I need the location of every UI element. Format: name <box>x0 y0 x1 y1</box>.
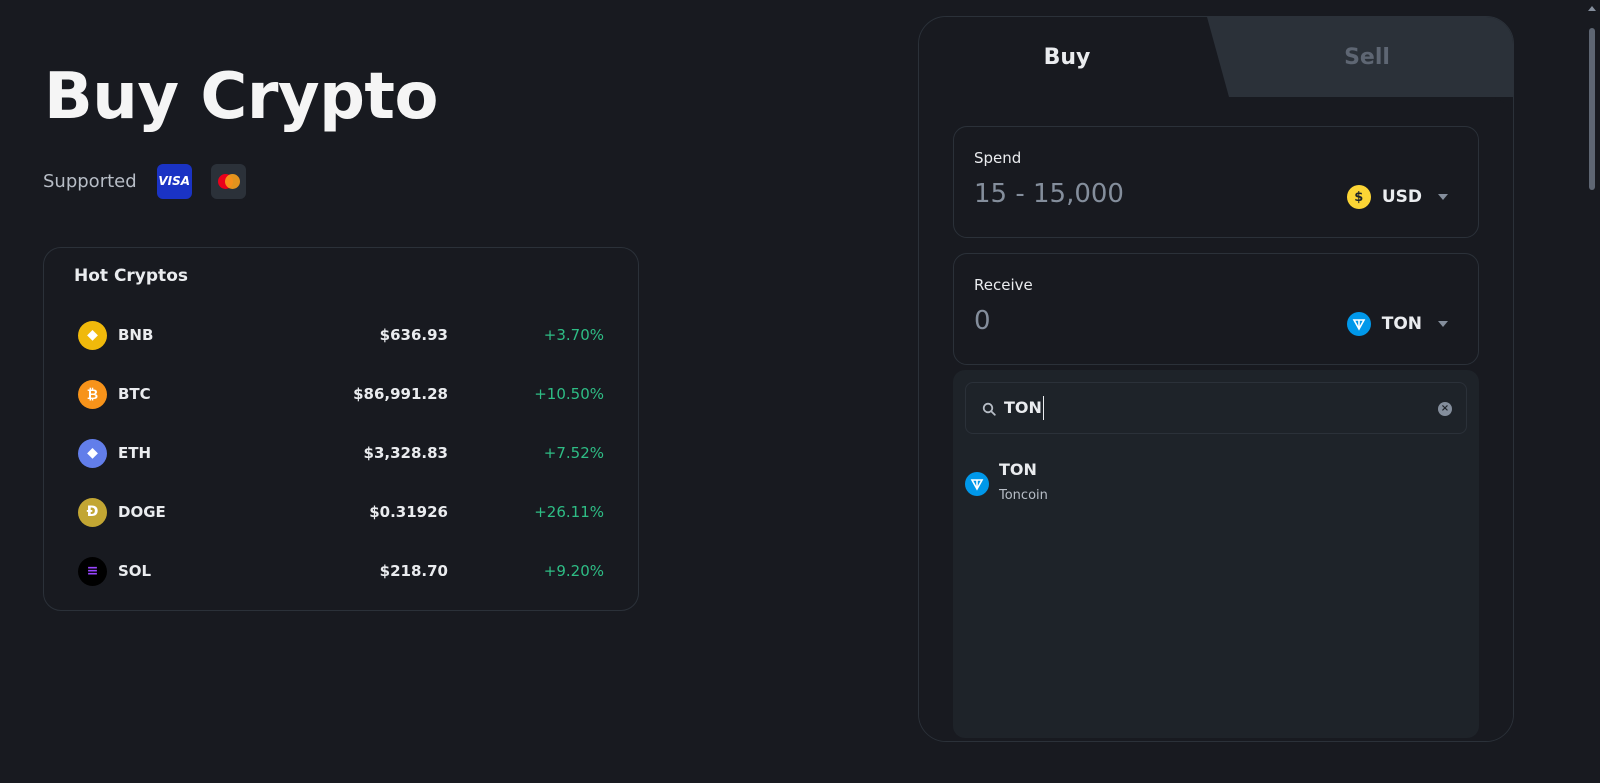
result-symbol: TON <box>999 460 1037 479</box>
mastercard-logo <box>210 163 246 199</box>
receive-input[interactable]: 0 <box>974 306 991 336</box>
chevron-down-icon <box>1438 194 1448 200</box>
trade-form: Spend 15 - 15,000 $ USD Receive 0 TON <box>919 97 1513 741</box>
receive-currency-code: TON <box>1381 314 1422 334</box>
tab-buy[interactable]: Buy <box>1043 44 1091 70</box>
result-name: Toncoin <box>999 488 1048 503</box>
eth-icon: ◆ <box>78 438 107 468</box>
sol-icon: ≡ <box>78 556 107 586</box>
coin-change: +7.52% <box>543 444 604 462</box>
spend-currency-select[interactable]: $ USD <box>1346 183 1448 211</box>
coin-change: +26.11% <box>534 503 604 521</box>
hot-cryptos-card: Hot Cryptos ◆ BNB $636.93 +3.70% ₿ BTC $… <box>43 247 639 611</box>
scrollbar-thumb[interactable] <box>1589 28 1595 190</box>
btc-icon: ₿ <box>78 379 107 409</box>
spend-field[interactable]: Spend 15 - 15,000 $ USD <box>953 126 1479 238</box>
search-icon <box>982 402 996 416</box>
coin-symbol: BTC <box>118 385 151 403</box>
coin-price: $0.31926 <box>369 503 448 521</box>
spend-currency-code: USD <box>1381 187 1422 207</box>
chevron-down-icon <box>1438 321 1448 327</box>
scroll-up-icon[interactable] <box>1588 6 1596 11</box>
coin-price: $3,328.83 <box>363 444 448 462</box>
coin-price: $218.70 <box>379 562 448 580</box>
search-input[interactable]: TON <box>1004 396 1044 420</box>
page-title: Buy Crypto <box>44 60 438 134</box>
hot-cryptos-title: Hot Cryptos <box>74 266 188 286</box>
hot-crypto-row[interactable]: ◆ ETH $3,328.83 +7.52% <box>78 437 604 469</box>
coin-symbol: SOL <box>118 562 152 580</box>
dollar-coin-icon: $ <box>1346 185 1371 209</box>
currency-dropdown: TON × TON Toncoin <box>953 370 1479 738</box>
ton-icon <box>1346 312 1371 336</box>
page-scrollbar[interactable] <box>1584 0 1600 783</box>
receive-currency-select[interactable]: TON <box>1346 310 1448 338</box>
receive-label: Receive <box>974 276 1033 294</box>
ton-icon <box>965 472 989 496</box>
hot-crypto-row[interactable]: ≡ SOL $218.70 +9.20% <box>78 555 604 587</box>
hot-crypto-row[interactable]: Ð DOGE $0.31926 +26.11% <box>78 496 604 528</box>
list-item[interactable]: TON Toncoin <box>965 456 1467 512</box>
visa-logo: VISA <box>156 163 192 199</box>
coin-symbol: BNB <box>118 326 154 344</box>
supported-label: Supported <box>43 170 137 192</box>
coin-change: +3.70% <box>543 326 604 344</box>
doge-icon: Ð <box>78 497 107 527</box>
currency-search[interactable]: TON × <box>965 382 1467 434</box>
coin-symbol: DOGE <box>118 503 166 521</box>
coin-change: +9.20% <box>543 562 604 580</box>
coin-price: $86,991.28 <box>353 385 448 403</box>
spend-input[interactable]: 15 - 15,000 <box>974 179 1124 209</box>
spend-label: Spend <box>974 149 1022 167</box>
hot-crypto-row[interactable]: ₿ BTC $86,991.28 +10.50% <box>78 378 604 410</box>
tab-sell[interactable]: Sell <box>1344 44 1390 70</box>
trade-panel: Buy Sell Spend 15 - 15,000 $ USD Receive… <box>918 16 1514 742</box>
receive-field[interactable]: Receive 0 TON <box>953 253 1479 365</box>
coin-change: +10.50% <box>534 385 604 403</box>
coin-symbol: ETH <box>118 444 152 462</box>
clear-icon[interactable]: × <box>1438 402 1452 416</box>
hot-crypto-row[interactable]: ◆ BNB $636.93 +3.70% <box>78 319 604 351</box>
supported-payments: Supported VISA <box>43 163 265 199</box>
coin-price: $636.93 <box>379 326 448 344</box>
bnb-icon: ◆ <box>78 320 107 350</box>
